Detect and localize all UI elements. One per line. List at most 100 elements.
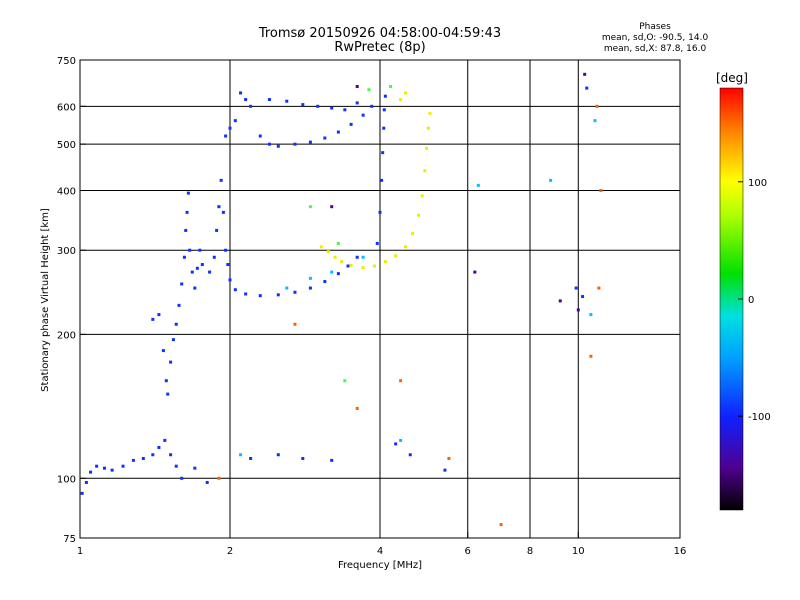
data-point: [249, 104, 253, 108]
data-point: [185, 210, 189, 214]
data-point: [180, 282, 184, 286]
data-point: [308, 205, 312, 209]
data-point: [349, 263, 353, 267]
data-point: [382, 108, 386, 112]
colorbar-unit: [deg]: [716, 71, 748, 85]
data-point: [408, 453, 412, 457]
data-point: [323, 280, 327, 284]
data-point: [205, 480, 209, 484]
data-point: [177, 303, 181, 307]
data-point: [361, 113, 365, 117]
data-point: [403, 245, 407, 249]
data-point: [258, 294, 262, 298]
data-point: [217, 205, 221, 209]
data-point: [326, 250, 330, 254]
data-point: [174, 464, 178, 468]
phase-label: Phases: [639, 22, 671, 32]
data-point: [428, 111, 432, 115]
x-tick-label: 10: [572, 546, 585, 557]
x-tick-label: 1: [77, 546, 83, 557]
data-point: [141, 456, 145, 460]
data-point: [193, 466, 197, 470]
data-point: [163, 438, 167, 442]
data-point: [190, 270, 194, 274]
data-point: [323, 136, 327, 140]
data-point: [258, 134, 262, 138]
data-point: [399, 438, 403, 442]
data-point: [343, 108, 347, 112]
chart-subtitle: RwPretec (8p): [334, 40, 426, 55]
data-point: [581, 295, 585, 299]
data-point: [301, 103, 305, 107]
colorbar-tick-label: 100: [748, 178, 767, 189]
data-point: [308, 286, 312, 290]
y-tick-label: 100: [57, 474, 76, 485]
data-point: [89, 470, 93, 474]
y-tick-label: 750: [57, 56, 76, 67]
data-point: [157, 313, 161, 317]
colorbar-tick-label: 0: [748, 295, 754, 306]
y-tick-label: 400: [57, 186, 76, 197]
y-axis: 75 100 200 300 400 500 600 750: [57, 56, 86, 545]
data-point: [208, 270, 212, 274]
data-point: [131, 458, 135, 462]
data-point: [576, 308, 580, 312]
data-point: [276, 453, 280, 457]
x-axis: 1 2 4 6 8 10 16: [77, 532, 686, 557]
data-point: [244, 292, 248, 296]
y-tick-label: 200: [57, 330, 76, 341]
phase-o-stats: mean, sd,O: -90.5, 14.0: [601, 33, 709, 43]
data-point: [420, 194, 424, 198]
data-point: [340, 260, 344, 264]
data-point: [169, 453, 173, 457]
data-point: [589, 313, 593, 317]
data-point: [383, 94, 387, 98]
data-point: [221, 210, 225, 214]
data-point: [558, 299, 562, 303]
data-point: [244, 98, 248, 102]
data-point: [383, 260, 387, 264]
y-tick-label: 600: [57, 102, 76, 113]
data-point: [355, 101, 359, 105]
phase-statistics: Phases mean, sd,O: -90.5, 14.0 mean, sd,…: [590, 22, 720, 55]
data-point: [184, 228, 188, 232]
x-tick-label: 8: [527, 546, 533, 557]
data-point: [200, 263, 204, 267]
y-tick-label: 75: [63, 534, 76, 545]
x-tick-label: 2: [227, 546, 233, 557]
data-point: [447, 456, 451, 460]
data-point: [171, 338, 175, 342]
data-point: [355, 406, 359, 410]
data-point: [249, 456, 253, 460]
data-point: [161, 349, 165, 353]
data-point: [157, 445, 161, 449]
data-point: [382, 126, 386, 130]
data-point: [215, 228, 219, 232]
data-point: [597, 286, 601, 290]
x-axis-label: Frequency [MHz]: [338, 560, 422, 571]
data-point: [166, 392, 170, 396]
data-point: [599, 188, 603, 192]
data-point: [336, 130, 340, 134]
data-point: [375, 241, 379, 245]
data-point: [233, 288, 237, 292]
data-point: [370, 104, 374, 108]
data-point: [355, 255, 359, 259]
data-point: [233, 119, 237, 123]
data-point: [276, 293, 280, 297]
data-point: [293, 142, 297, 146]
data-point: [336, 272, 340, 276]
data-points: [80, 72, 603, 527]
grid: [80, 60, 680, 538]
data-point: [595, 104, 599, 108]
phase-x-stats: mean, sd,X: 87.8, 16.0: [603, 44, 707, 54]
data-point: [367, 88, 371, 92]
data-point: [381, 151, 385, 155]
data-point: [219, 178, 223, 182]
data-point: [239, 91, 243, 95]
colorbar: [deg]: [716, 71, 748, 511]
data-point: [224, 248, 228, 252]
data-point: [330, 270, 334, 274]
data-point: [425, 146, 429, 150]
